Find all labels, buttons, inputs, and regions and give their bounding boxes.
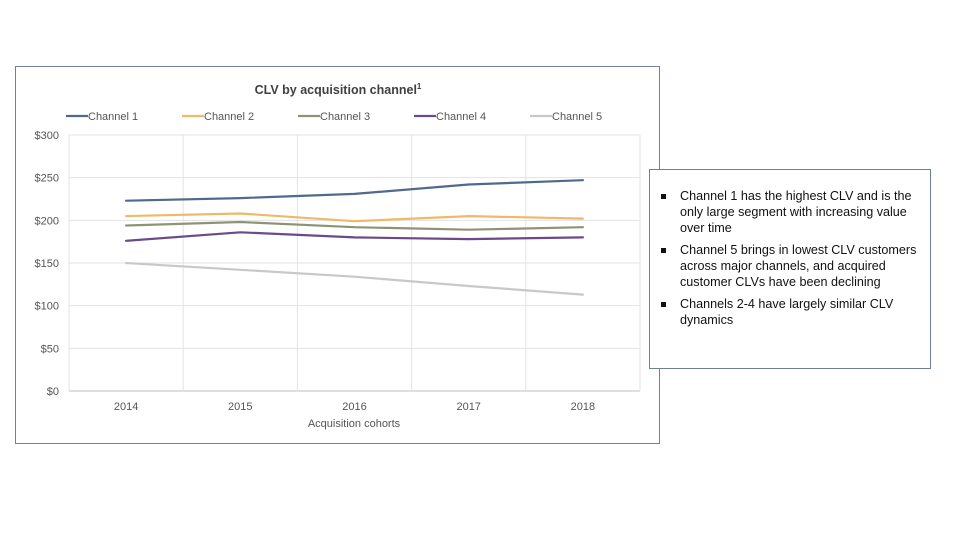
series-line-channel-5 [124, 261, 585, 296]
y-tick-label: $200 [35, 215, 59, 227]
y-tick-label: $300 [35, 130, 59, 142]
gridlines [68, 134, 641, 392]
takeaways-list: Channel 1 has the highest CLV and is the… [658, 188, 918, 328]
takeaway-item: Channels 2-4 have largely similar CLV dy… [658, 296, 918, 328]
series-line-channel-2 [124, 212, 585, 223]
takeaway-text: Channel 1 has the highest CLV and is the… [680, 189, 912, 235]
series-line-channel-1 [124, 179, 585, 202]
x-axis-ticks: 2014 2015 2016 2017 2018 [114, 401, 595, 413]
chart-panel: CLV by acquisition channel1 $0 $50 $100 $15… [15, 66, 660, 444]
y-tick-label: $100 [35, 301, 59, 313]
legend-label: Channel 3 [320, 111, 370, 123]
square-bullet-icon [661, 302, 666, 307]
line-chart: CLV by acquisition channel1 $0 $50 $100 $15… [35, 82, 641, 430]
x-tick-label: 2014 [114, 401, 138, 413]
legend: Channel 1 Channel 2 Channel 3 Channel 4 Chan… [66, 111, 602, 123]
y-tick-label: $0 [47, 386, 59, 398]
series-line-channel-4 [124, 231, 585, 242]
y-axis-ticks: $0 $50 $100 $150 $200 $250 $300 [35, 130, 59, 398]
y-tick-label: $50 [41, 343, 59, 355]
x-tick-label: 2015 [228, 401, 252, 413]
takeaway-text: Channels 2-4 have largely similar CLV dy… [680, 297, 894, 327]
legend-label: Channel 4 [436, 111, 486, 123]
chart-title-superscript: 1 [417, 82, 422, 91]
y-tick-label: $150 [35, 258, 59, 270]
square-bullet-icon [661, 248, 666, 253]
chart-title: CLV by acquisition channel1 [255, 82, 422, 97]
key-takeaways-box: Channel 1 has the highest CLV and is the… [649, 169, 931, 369]
x-tick-label: 2018 [571, 401, 595, 413]
legend-label: Channel 1 [88, 111, 138, 123]
square-bullet-icon [661, 194, 666, 199]
legend-label: Channel 2 [204, 111, 254, 123]
legend-label: Channel 5 [552, 111, 602, 123]
series-line-channel-3 [124, 220, 585, 231]
series-lines [124, 179, 585, 296]
takeaway-item: Channel 5 brings in lowest CLV customers… [658, 242, 918, 290]
y-tick-label: $250 [35, 173, 59, 185]
x-tick-label: 2016 [342, 401, 366, 413]
takeaway-item: Channel 1 has the highest CLV and is the… [658, 188, 918, 236]
x-tick-label: 2017 [456, 401, 480, 413]
x-axis-label: Acquisition cohorts [308, 418, 401, 430]
takeaway-text: Channel 5 brings in lowest CLV customers… [680, 243, 917, 289]
